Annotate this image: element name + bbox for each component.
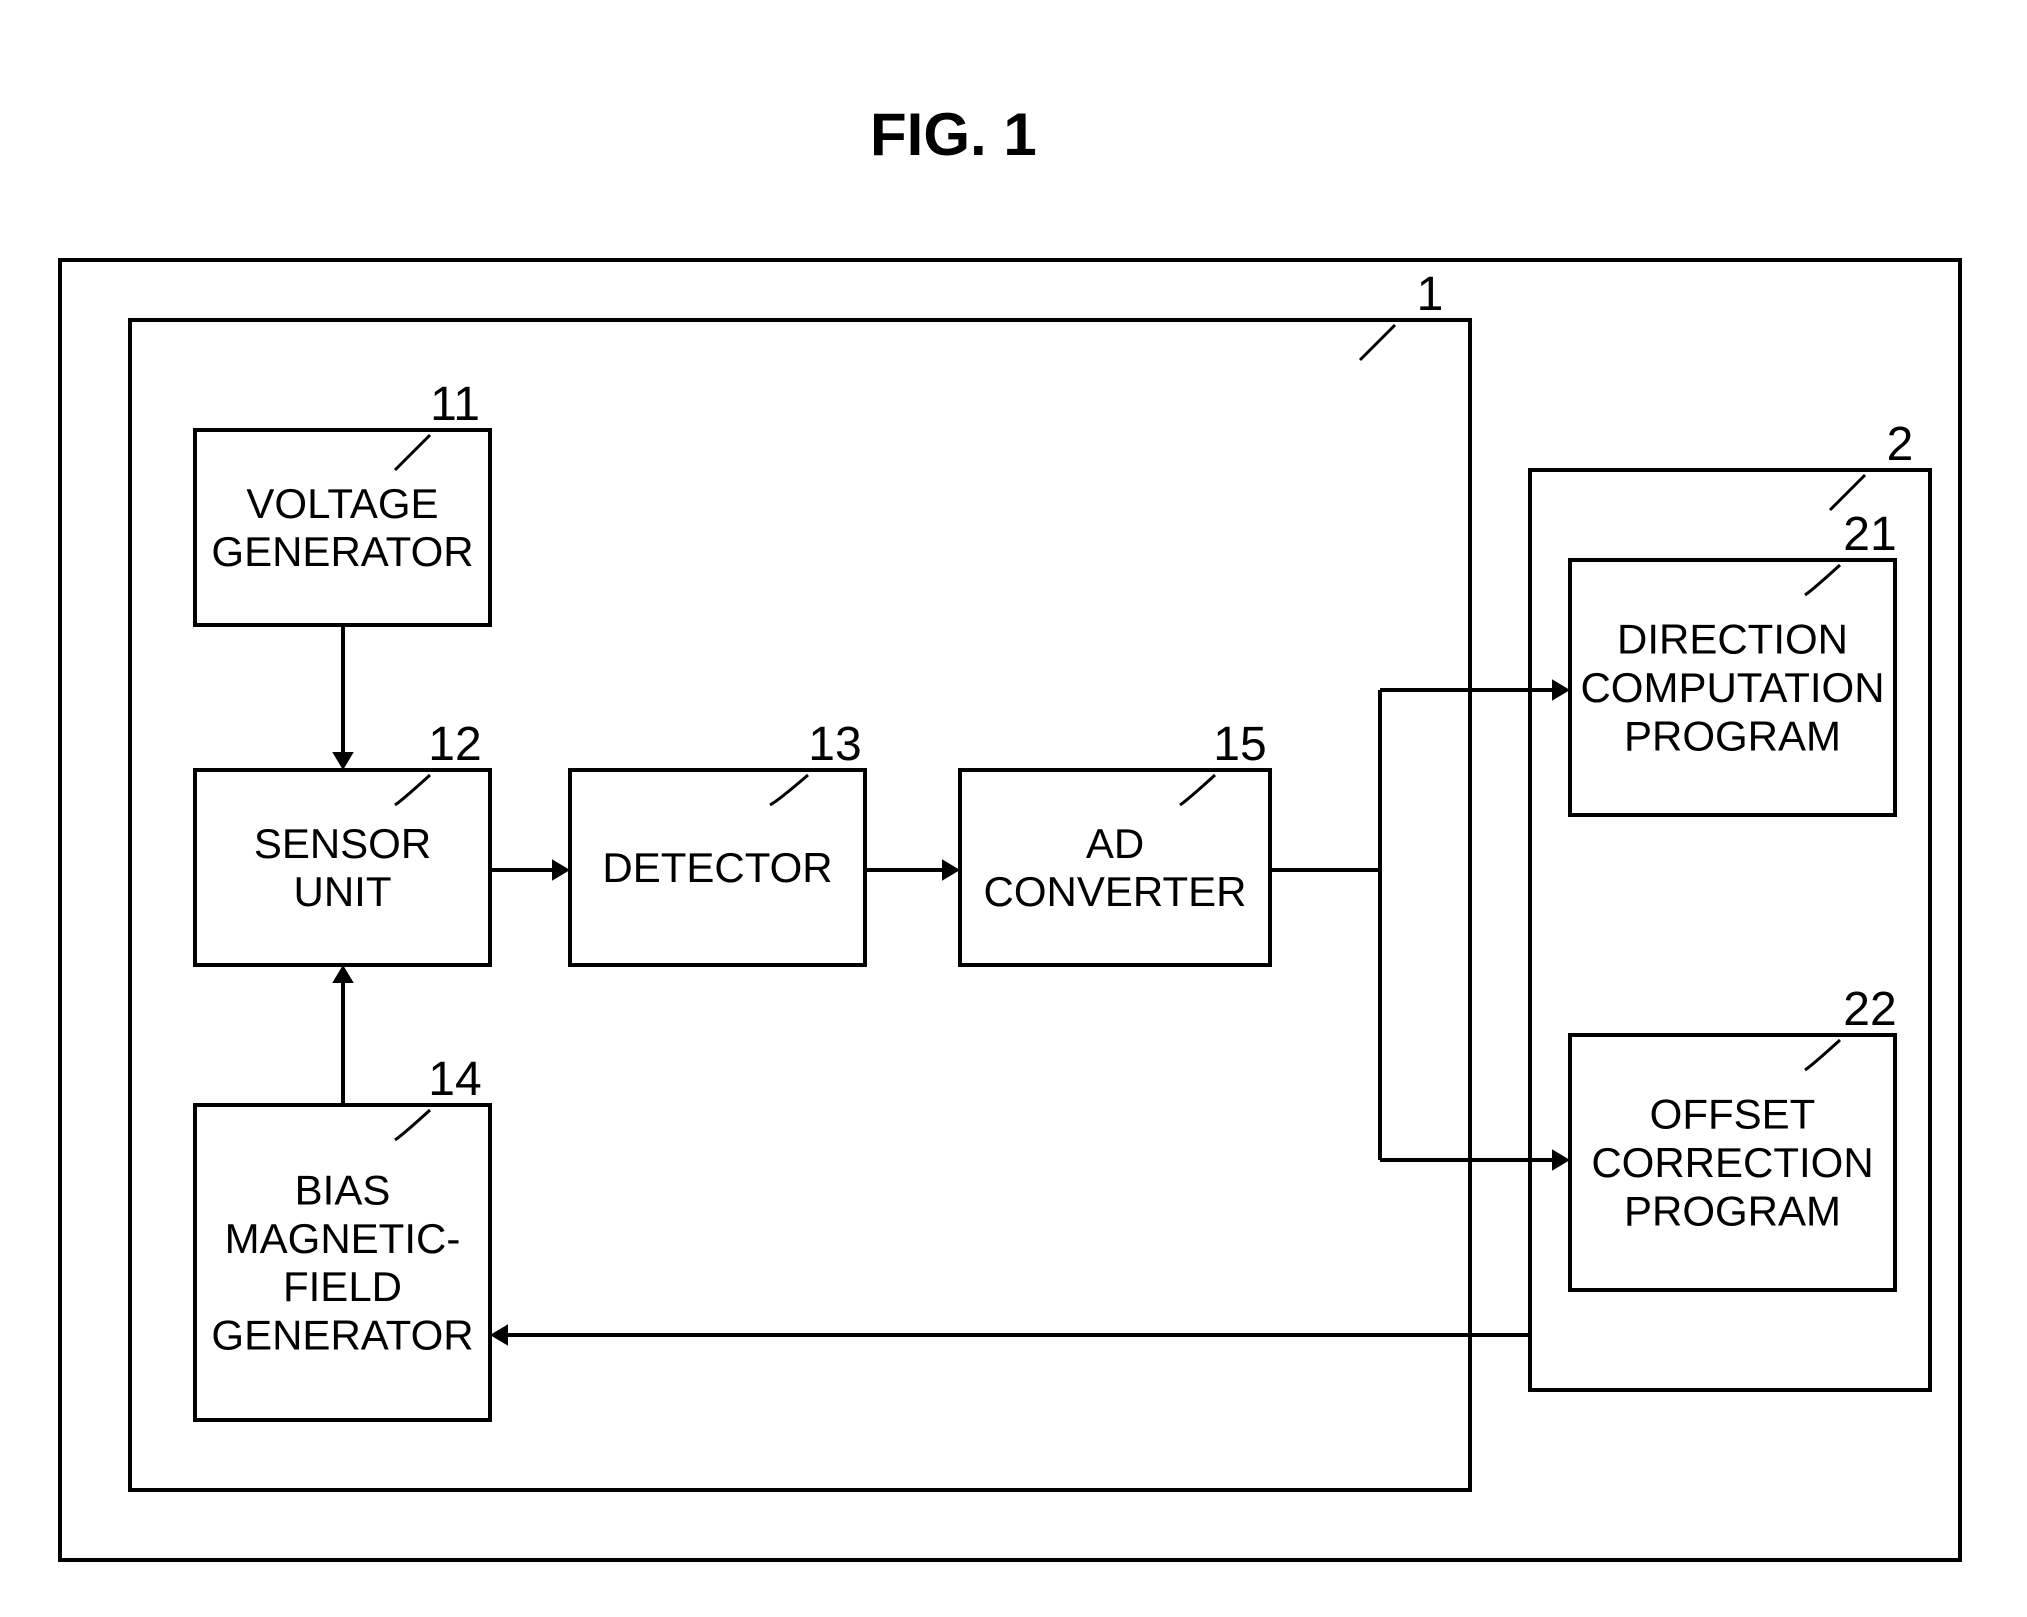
svg-text:BIAS: BIAS: [295, 1167, 391, 1214]
svg-text:11: 11: [430, 378, 480, 431]
svg-text:CORRECTION: CORRECTION: [1591, 1139, 1873, 1186]
svg-text:21: 21: [1843, 508, 1896, 561]
svg-text:CONVERTER: CONVERTER: [984, 868, 1247, 915]
svg-text:22: 22: [1843, 983, 1896, 1036]
svg-text:2: 2: [1887, 418, 1914, 471]
svg-text:DETECTOR: DETECTOR: [602, 844, 832, 891]
figure-container: FIG. 1 12VOLTAGEGENERATOR11SENSORUNIT12D…: [0, 0, 2027, 1617]
svg-text:OFFSET: OFFSET: [1650, 1091, 1816, 1138]
svg-text:SENSOR: SENSOR: [254, 820, 431, 867]
svg-text:14: 14: [428, 1053, 481, 1106]
svg-text:PROGRAM: PROGRAM: [1624, 1187, 1841, 1234]
svg-text:FIELD: FIELD: [283, 1263, 402, 1310]
svg-text:1: 1: [1417, 268, 1444, 321]
svg-text:UNIT: UNIT: [294, 868, 392, 915]
svg-text:GENERATOR: GENERATOR: [211, 528, 473, 575]
svg-text:AD: AD: [1086, 820, 1144, 867]
svg-text:PROGRAM: PROGRAM: [1624, 712, 1841, 759]
svg-text:12: 12: [428, 718, 481, 771]
svg-text:15: 15: [1213, 718, 1266, 771]
svg-text:MAGNETIC-: MAGNETIC-: [225, 1215, 461, 1262]
svg-text:GENERATOR: GENERATOR: [211, 1311, 473, 1358]
diagram-svg: 12VOLTAGEGENERATOR11SENSORUNIT12DETECTOR…: [0, 0, 2027, 1617]
svg-text:VOLTAGE: VOLTAGE: [246, 480, 438, 527]
svg-text:DIRECTION: DIRECTION: [1617, 616, 1848, 663]
svg-text:COMPUTATION: COMPUTATION: [1580, 664, 1884, 711]
svg-text:13: 13: [808, 718, 861, 771]
